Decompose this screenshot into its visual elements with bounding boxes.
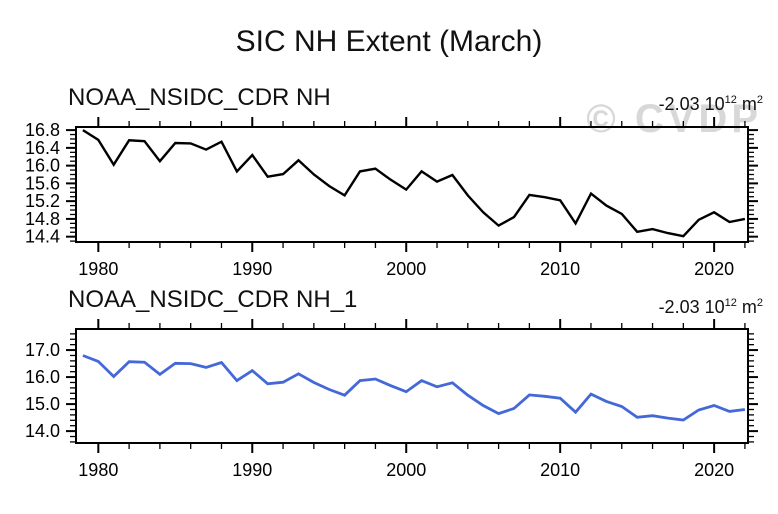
data-line [82,354,746,422]
x-tick-label: 1980 [78,460,118,480]
y-tick-label: 16.0 [25,156,60,176]
trend-unit-exponent: 2 [756,94,763,106]
trend-unit: m [736,94,757,114]
trend-exponent: 12 [724,297,737,309]
x-tick-label: 2020 [694,460,734,480]
plot-frame [75,126,749,243]
panel-title-top: NOAA_NSIDC_CDR NH [68,84,331,111]
x-tick-label: 1990 [232,259,272,279]
trend-annotation-top: -2.03 1012 m2 [658,94,763,114]
y-tick-label: 17.0 [25,340,60,360]
x-tick-label: 2010 [540,460,580,480]
trend-unit-exponent: 2 [756,297,763,309]
trend-value: -2.03 10 [658,297,725,317]
x-tick-label: 1980 [78,259,118,279]
x-tick-label: 2000 [386,259,426,279]
y-tick-label: 14.8 [25,209,60,229]
y-tick-label: 14.4 [25,227,60,247]
y-tick-label: 15.0 [25,394,60,414]
y-tick-label: 16.4 [25,138,60,158]
y-tick-label: 16.0 [25,367,60,387]
x-tick-label: 2010 [540,259,580,279]
trend-annotation-bottom: -2.03 1012 m2 [658,297,763,317]
y-tick-label: 16.8 [25,120,60,140]
y-tick-label: 14.0 [25,421,60,441]
y-tick-label: 15.6 [25,173,60,193]
x-tick-label: 2000 [386,460,426,480]
data-line [82,129,746,238]
x-tick-label: 1990 [232,460,272,480]
plot-frame [75,328,749,444]
trend-exponent: 12 [724,94,737,106]
y-tick-label: 15.2 [25,191,60,211]
trend-value: -2.03 10 [658,94,725,114]
cvdp-watermark: © CVDP [586,97,762,141]
x-tick-label: 2020 [694,259,734,279]
main-title: SIC NH Extent (March) [235,25,543,58]
panel-title-bottom: NOAA_NSIDC_CDR NH_1 [68,286,358,313]
trend-unit: m [736,297,757,317]
